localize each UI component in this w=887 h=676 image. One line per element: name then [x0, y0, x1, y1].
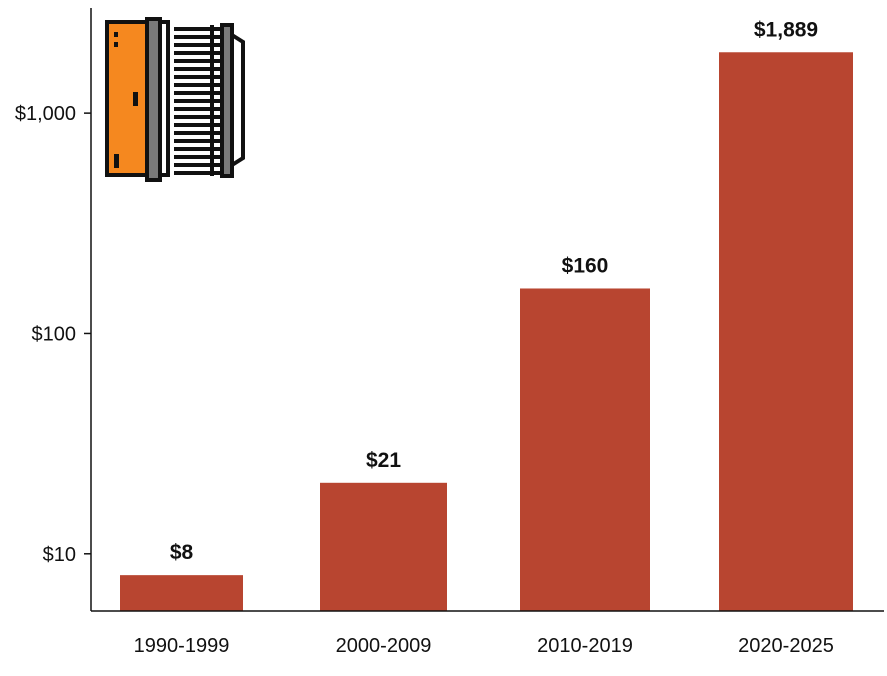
- data-label-2010-2019: $160: [562, 254, 609, 277]
- bar-2010-2019: [520, 288, 650, 611]
- bar-2000-2009: [320, 482, 447, 611]
- x-tick-label: 2010-2019: [537, 635, 633, 657]
- y-tick-label: $10: [43, 544, 76, 566]
- data-label-2020-2025: $1,889: [754, 18, 818, 41]
- bar-1990-1999: [120, 575, 243, 611]
- x-tick-label: 2000-2009: [336, 635, 432, 657]
- y-tick-label: $100: [32, 323, 77, 345]
- y-tick-label: $1,000: [15, 103, 76, 125]
- data-label-1990-1999: $8: [170, 541, 194, 564]
- x-tick-label: 1990-1999: [134, 635, 230, 657]
- x-tick-label: 2020-2025: [738, 635, 834, 657]
- data-label-2000-2009: $21: [366, 449, 401, 472]
- bar-2020-2025: [719, 52, 853, 611]
- cooler-icon: [105, 17, 245, 182]
